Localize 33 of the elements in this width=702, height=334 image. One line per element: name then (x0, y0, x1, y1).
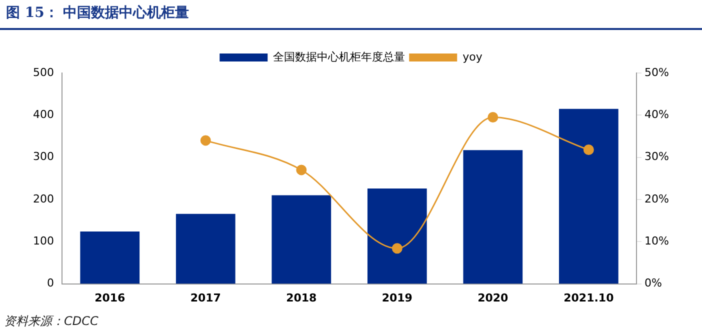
x-tick-label: 2019 (382, 291, 412, 304)
y-tick-label: 200 (32, 192, 54, 206)
bar (80, 232, 140, 284)
x-tick-label: 2018 (286, 291, 317, 304)
x-tick-label: 2017 (190, 291, 221, 304)
y2-tick-label: 0% (644, 276, 662, 290)
y2-tick-label: 40% (644, 108, 670, 122)
x-tick-label: 2021.10 (564, 291, 614, 304)
bar (558, 108, 618, 284)
point (296, 164, 307, 176)
y-tick-label: 0 (46, 276, 54, 290)
chart-title: 图 15： 中国数据中心机柜量 (6, 4, 190, 22)
x-tick-label: 2016 (94, 291, 126, 304)
bar (463, 150, 523, 284)
y-tick-label: 300 (32, 150, 54, 164)
y2-tick-label: 20% (644, 192, 670, 206)
point (583, 144, 594, 155)
legend-label: yoy (462, 50, 483, 64)
y2-tick-label: 30% (644, 150, 670, 164)
bar (272, 195, 332, 284)
point (392, 243, 402, 254)
x-tick-label: 2020 (478, 291, 509, 304)
point (488, 112, 498, 123)
y2-tick-label: 50% (644, 66, 670, 79)
bar (367, 188, 427, 284)
y-tick-label: 100 (32, 234, 54, 248)
legend-label: 全国数据中心机柜年度总量 (273, 50, 406, 64)
y-tick-label: 500 (32, 66, 54, 79)
text: 资料来源：CDCC (4, 313, 98, 330)
y2-tick-label: 10% (644, 234, 670, 248)
point (200, 135, 211, 146)
bar (176, 214, 236, 284)
y-tick-label: 400 (32, 108, 54, 122)
